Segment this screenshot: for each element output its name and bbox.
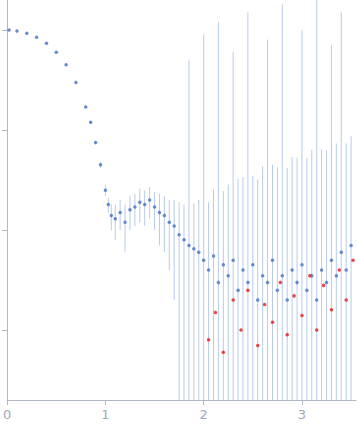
svg-text:0: 0 bbox=[3, 407, 11, 422]
svg-text:1: 1 bbox=[101, 407, 109, 422]
svg-text:2: 2 bbox=[200, 407, 208, 422]
svg-text:3: 3 bbox=[298, 407, 306, 422]
